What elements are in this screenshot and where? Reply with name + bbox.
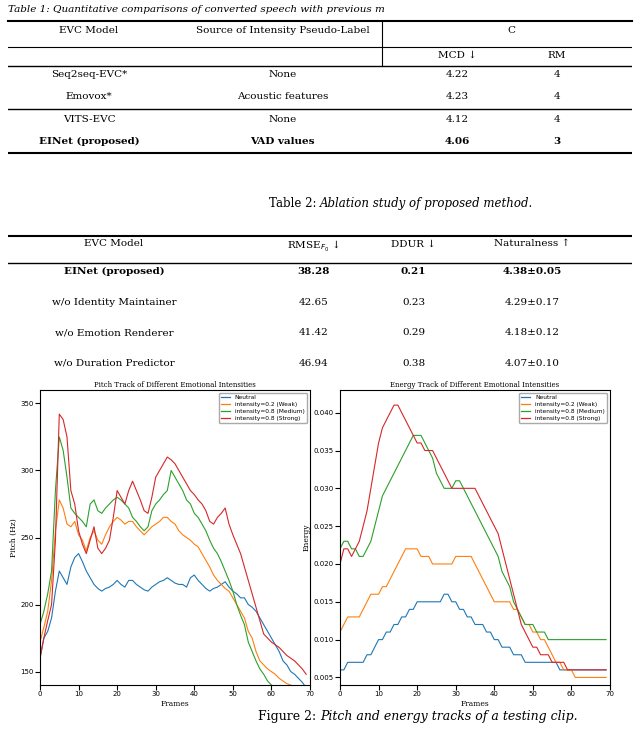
Text: 4: 4: [554, 115, 561, 124]
Text: 38.28: 38.28: [298, 267, 330, 276]
Text: Naturalness ↑: Naturalness ↑: [494, 239, 570, 249]
Text: VITS-EVC: VITS-EVC: [63, 115, 115, 124]
Text: 42.65: 42.65: [299, 297, 328, 307]
Text: 4.23: 4.23: [445, 92, 469, 102]
Text: EVC Model: EVC Model: [60, 26, 119, 35]
Text: w/o Identity Maintainer: w/o Identity Maintainer: [52, 297, 177, 307]
Text: Acoustic features: Acoustic features: [237, 92, 328, 102]
Text: w/o Emotion Renderer: w/o Emotion Renderer: [55, 328, 173, 337]
X-axis label: Frames: Frames: [461, 700, 490, 708]
Text: 41.42: 41.42: [299, 328, 328, 337]
Text: Pitch and energy tracks of a testing clip.: Pitch and energy tracks of a testing cli…: [320, 710, 578, 723]
Title: Pitch Track of Different Emotional Intensities: Pitch Track of Different Emotional Inten…: [94, 381, 256, 389]
Text: DDUR ↓: DDUR ↓: [391, 239, 436, 249]
Text: 3: 3: [554, 137, 561, 146]
Legend: Neutral, intensity=0.2 (Weak), intensity=0.8 (Medium), intensity=0.8 (Strong): Neutral, intensity=0.2 (Weak), intensity…: [519, 393, 607, 423]
Text: 4.12: 4.12: [445, 115, 469, 124]
Text: 4.22: 4.22: [445, 70, 469, 79]
Text: None: None: [268, 115, 297, 124]
Text: None: None: [268, 70, 297, 79]
Text: VAD values: VAD values: [250, 137, 315, 146]
Text: RM: RM: [548, 51, 566, 60]
Legend: Neutral, intensity=0.2 (Weak), intensity=0.8 (Medium), intensity=0.8 (Strong): Neutral, intensity=0.2 (Weak), intensity…: [219, 393, 307, 423]
Text: 0.29: 0.29: [402, 328, 425, 337]
Text: 0.23: 0.23: [402, 297, 425, 307]
Text: EINet (proposed): EINet (proposed): [39, 137, 140, 146]
Text: C: C: [508, 26, 515, 35]
Text: Source of Intensity Pseudo-Label: Source of Intensity Pseudo-Label: [196, 26, 369, 35]
X-axis label: Frames: Frames: [161, 700, 189, 708]
Text: 0.21: 0.21: [401, 267, 426, 276]
Text: EINet (proposed): EINet (proposed): [64, 267, 164, 276]
Text: MCD ↓: MCD ↓: [438, 51, 477, 60]
Text: 4: 4: [554, 70, 561, 79]
Text: Table 2:: Table 2:: [269, 197, 320, 210]
Text: Seq2seq-EVC*: Seq2seq-EVC*: [51, 70, 127, 79]
Text: 4.29±0.17: 4.29±0.17: [505, 297, 559, 307]
Text: 4.38±0.05: 4.38±0.05: [502, 267, 562, 276]
Y-axis label: Pitch (Hz): Pitch (Hz): [10, 518, 17, 557]
Text: 0.38: 0.38: [402, 358, 425, 368]
Title: Energy Track of Different Emotional Intensities: Energy Track of Different Emotional Inte…: [390, 381, 559, 389]
Text: w/o Duration Predictor: w/o Duration Predictor: [54, 358, 175, 368]
Text: Ablation study of proposed method.: Ablation study of proposed method.: [320, 197, 533, 210]
Text: 4.07±0.10: 4.07±0.10: [505, 358, 559, 368]
Text: 4: 4: [554, 92, 561, 102]
Text: 4.06: 4.06: [445, 137, 470, 146]
Text: 4.18±0.12: 4.18±0.12: [505, 328, 559, 337]
Text: Emovox*: Emovox*: [66, 92, 113, 102]
Text: Table 1: Quantitative comparisons of converted speech with previous m: Table 1: Quantitative comparisons of con…: [8, 5, 385, 14]
Text: EVC Model: EVC Model: [84, 239, 144, 249]
Text: Figure 2:: Figure 2:: [258, 710, 320, 723]
Text: 46.94: 46.94: [299, 358, 328, 368]
Text: RMSE$_{F_0}$ ↓: RMSE$_{F_0}$ ↓: [287, 239, 340, 255]
Y-axis label: Energy: Energy: [303, 524, 311, 551]
